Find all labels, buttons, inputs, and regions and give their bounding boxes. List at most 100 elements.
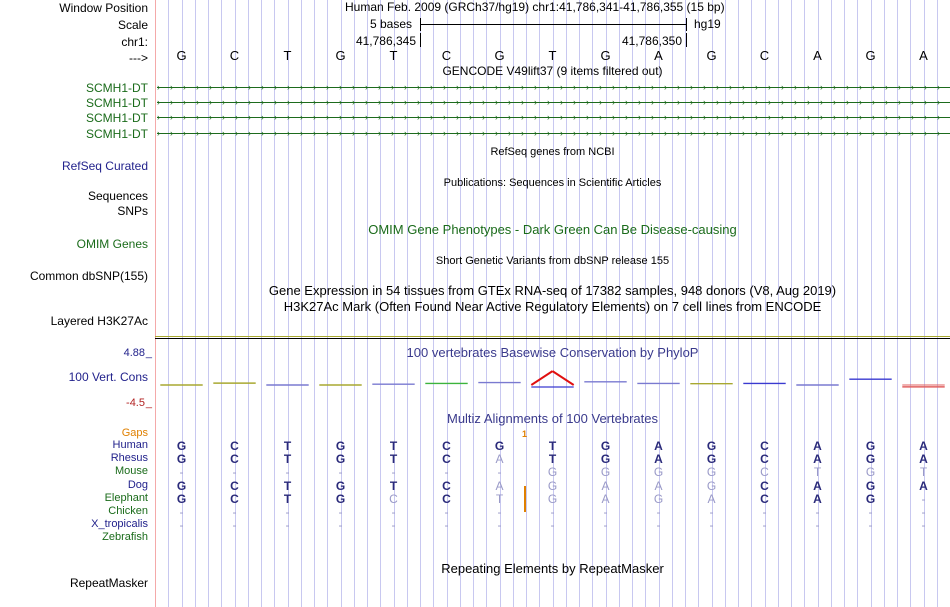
strand-arrow-icon: ›	[612, 112, 615, 122]
strand-arrow-icon: ›	[859, 128, 862, 138]
species-label-chicken[interactable]: Chicken	[108, 505, 148, 517]
species-label-x_tropicalis[interactable]: X_tropicalis	[91, 518, 148, 530]
conservation-phylop-plot[interactable]	[155, 355, 950, 415]
strand-arrow-icon: ›	[729, 112, 732, 122]
strand-arrow-icon: ›	[352, 82, 355, 92]
strand-arrow-icon: ›	[560, 82, 563, 92]
sidebar-item-common-dbsnp[interactable]: Common dbSNP(155)	[29, 269, 148, 283]
alignment-base: -	[921, 492, 926, 506]
species-label-elephant[interactable]: Elephant	[104, 492, 148, 504]
alignment-base: G	[335, 479, 346, 493]
sidebar-item-scmh1-dt-3[interactable]: SCMH1-DT	[86, 111, 148, 125]
strand-arrow-icon: ›	[157, 97, 160, 107]
alignment-base: T	[548, 452, 557, 466]
strand-arrow-icon: ›	[508, 112, 511, 122]
gap-indicator-bar	[524, 486, 526, 512]
strand-arrow-icon: ›	[235, 128, 238, 138]
sidebar-item-repeatmasker[interactable]: RepeatMasker	[69, 576, 148, 590]
strand-arrow-icon: ›	[508, 82, 511, 92]
cons-axis-max-tick: _	[145, 347, 152, 359]
strand-arrow-icon: ›	[651, 97, 654, 107]
species-label-rhesus[interactable]: Rhesus	[110, 452, 148, 464]
strand-arrow-icon: ›	[820, 97, 823, 107]
alignment-base: A	[707, 492, 716, 506]
alignment-base: -	[338, 505, 343, 519]
strand-arrow-icon: ›	[430, 82, 433, 92]
sidebar-item-scmh1-dt-4[interactable]: SCMH1-DT	[86, 127, 148, 141]
window-position-label: Window Position	[59, 1, 148, 15]
alignment-base: C	[230, 439, 239, 453]
strand-arrow-icon: ›	[365, 82, 368, 92]
strand-arrow-icon: ›	[898, 112, 901, 122]
strand-arrow-icon: ›	[807, 82, 810, 92]
sidebar-item-sequences[interactable]: Sequences	[87, 189, 148, 203]
alignment-base: C	[442, 452, 451, 466]
sidebar-item-omim-genes[interactable]: OMIM Genes	[76, 237, 148, 251]
strand-arrow-icon: ›	[677, 128, 680, 138]
strand-arrow-icon: ›	[872, 97, 875, 107]
strand-arrow-icon: ›	[573, 128, 576, 138]
refseq-track-title[interactable]: RefSeq genes from NCBI	[490, 146, 615, 158]
strand-arrow-icon: ›	[482, 82, 485, 92]
alignment-base: -	[815, 505, 820, 519]
dbsnp-track-title[interactable]: Short Genetic Variants from dbSNP releas…	[435, 255, 670, 267]
strand-arrow-icon: ›	[846, 112, 849, 122]
sidebar-item-snps[interactable]: SNPs	[117, 204, 148, 218]
ruler-base-9: A	[654, 48, 663, 63]
ruler-base-10: G	[706, 48, 717, 63]
strand-arrow-icon: ›	[781, 112, 784, 122]
strand-arrow-icon: ›	[365, 128, 368, 138]
strand-arrow-icon: ›	[287, 97, 290, 107]
alignment-base: A	[919, 479, 928, 493]
species-label-mouse[interactable]: Mouse	[114, 465, 148, 477]
sidebar-item-layered-h3k27ac[interactable]: Layered H3K27Ac	[50, 314, 148, 328]
species-label-dog[interactable]: Dog	[127, 479, 148, 491]
alignment-base: -	[921, 518, 926, 532]
sidebar-item-100-vert-cons[interactable]: 100 Vert. Cons	[68, 370, 148, 384]
gencode-transcript-row-2[interactable]: › › › › › › › › › › › › › › › › › › › › › › › › › › › › › › › › › › › › › › › ›…	[157, 97, 950, 108]
gencode-transcript-row-4[interactable]: › › › › › › › › › › › › › › › › › › › › › › › › › › › › › › › › › › › › › › › ›…	[157, 128, 950, 139]
alignment-base: -	[497, 518, 502, 532]
strand-arrow-icon: ›	[482, 112, 485, 122]
publications-track-title[interactable]: Publications: Sequences in Scientific Ar…	[443, 177, 662, 189]
alignment-base: -	[391, 518, 396, 532]
alignment-base: G	[653, 492, 664, 506]
species-label-human[interactable]: Human	[112, 439, 148, 451]
strand-arrow-icon: ›	[833, 82, 836, 92]
gencode-transcript-row-1[interactable]: › › › › › › › › › › › › › › › › › › › › › › › › › › › › › › › › › › › › › › › ›…	[157, 82, 950, 93]
sidebar-item-refseq-curated[interactable]: RefSeq Curated	[61, 159, 148, 173]
sidebar-item-scmh1-dt-2[interactable]: SCMH1-DT	[86, 96, 148, 110]
window-position-value: Human Feb. 2009 (GRCh37/hg19) chr1:41,78…	[345, 0, 725, 14]
gtex-track-title[interactable]: Gene Expression in 54 tissues from GTEx …	[268, 283, 837, 298]
alignment-base: A	[601, 492, 610, 506]
omim-track-title[interactable]: OMIM Gene Phenotypes - Dark Green Can Be…	[368, 222, 737, 237]
h3k27ac-track-title[interactable]: H3K27Ac Mark (Often Found Near Active Re…	[283, 299, 822, 314]
gencode-transcript-line	[157, 133, 950, 134]
gencode-transcript-row-3[interactable]: › › › › › › › › › › › › › › › › › › › › › › › › › › › › › › › › › › › › › › › ›…	[157, 112, 950, 123]
strand-arrow-icon: ›	[859, 97, 862, 107]
strand-arrow-icon: ›	[833, 112, 836, 122]
multiz-track-title[interactable]: Multiz Alignments of 100 Vertebrates	[446, 411, 658, 426]
cons-track-title[interactable]: 100 vertebrates Basewise Conservation by…	[406, 345, 699, 360]
sidebar-item-scmh1-dt-1[interactable]: SCMH1-DT	[86, 81, 148, 95]
strand-arrow-icon: ›	[352, 97, 355, 107]
strand-arrow-icon: ›	[937, 97, 940, 107]
strand-arrow-icon: ›	[326, 97, 329, 107]
strand-arrow-icon: ›	[547, 82, 550, 92]
species-label-zebrafish[interactable]: Zebrafish	[102, 531, 148, 543]
strand-arrow-icon: ›	[300, 97, 303, 107]
strand-arrow-icon: ›	[222, 112, 225, 122]
alignment-base: A	[813, 492, 822, 506]
strand-arrow-icon: ›	[456, 128, 459, 138]
sidebar-item-gaps[interactable]: Gaps	[121, 427, 148, 439]
gencode-track-title[interactable]: GENCODE V49lift37 (9 items filtered out)	[442, 64, 663, 78]
strand-arrow-icon: ›	[690, 128, 693, 138]
strand-arrow-icon: ›	[625, 112, 628, 122]
repeatmasker-track-title[interactable]: Repeating Elements by RepeatMasker	[441, 561, 664, 576]
strand-arrow-icon: ›	[742, 82, 745, 92]
alignment-base: -	[550, 505, 555, 519]
position-left-tick	[420, 33, 421, 47]
strand-arrow-icon: ›	[885, 112, 888, 122]
strand-arrow-icon: ›	[508, 128, 511, 138]
alignment-base: G	[865, 479, 876, 493]
